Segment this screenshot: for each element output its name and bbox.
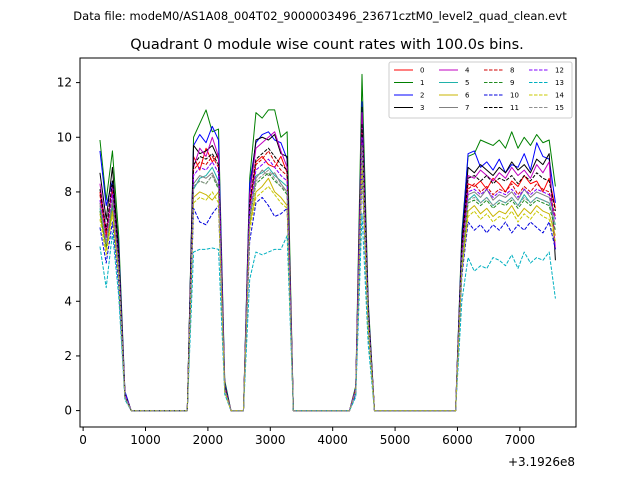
legend-label-3: 3 bbox=[420, 104, 424, 112]
legend-label-5: 5 bbox=[465, 79, 469, 87]
legend-label-6: 6 bbox=[465, 92, 470, 100]
y-tick-label: 12 bbox=[57, 76, 72, 90]
legend-label-4: 4 bbox=[465, 67, 470, 75]
axes-frame bbox=[79, 57, 577, 428]
figure-suptitle: Data file: modeM0/AS1A08_004T02_90000034… bbox=[73, 9, 567, 23]
legend-label-1: 1 bbox=[420, 79, 424, 87]
legend-box bbox=[388, 61, 573, 119]
legend-label-12: 12 bbox=[555, 67, 564, 75]
legend-label-9: 9 bbox=[510, 79, 514, 87]
x-tick-label: 5000 bbox=[380, 433, 411, 447]
series-line-14 bbox=[99, 164, 556, 412]
legend-label-8: 8 bbox=[510, 67, 514, 75]
x-tick-label: 7000 bbox=[505, 433, 536, 447]
chart-title: Quadrant 0 module wise count rates with … bbox=[130, 37, 524, 53]
legend-label-2: 2 bbox=[420, 92, 424, 100]
x-tick-label: 2000 bbox=[193, 433, 224, 447]
y-tick-label: 0 bbox=[64, 404, 72, 418]
x-tick-label: 0 bbox=[79, 433, 87, 447]
y-tick-label: 2 bbox=[64, 349, 72, 363]
legend-label-11: 11 bbox=[510, 104, 519, 112]
y-tick-label: 4 bbox=[64, 294, 72, 308]
legend-label-14: 14 bbox=[555, 92, 564, 100]
x-tick-label: 3000 bbox=[255, 433, 286, 447]
x-tick-label: 1000 bbox=[130, 433, 161, 447]
y-tick-label: 8 bbox=[64, 185, 72, 199]
x-tick-label: 4000 bbox=[317, 433, 348, 447]
x-tick-label: 6000 bbox=[442, 433, 473, 447]
legend-label-10: 10 bbox=[510, 92, 519, 100]
y-tick-label: 10 bbox=[57, 130, 72, 144]
plot-area bbox=[99, 73, 556, 412]
x-offset-label: +3.1926e8 bbox=[508, 455, 575, 469]
legend-label-0: 0 bbox=[420, 67, 424, 75]
legend-label-13: 13 bbox=[555, 79, 564, 87]
legend-label-7: 7 bbox=[465, 104, 469, 112]
y-tick-label: 6 bbox=[64, 240, 72, 254]
legend-label-15: 15 bbox=[555, 104, 564, 112]
